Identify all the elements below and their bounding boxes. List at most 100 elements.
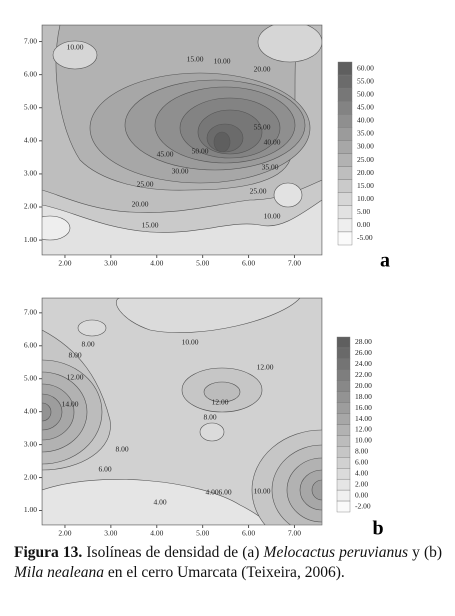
x-tick-label: 5.00 <box>196 529 209 538</box>
contour-label: 12.00 <box>257 363 274 372</box>
y-tick-label: 5.00 <box>24 373 37 382</box>
colorbar-label: 8.00 <box>355 447 368 456</box>
colorbar-swatch <box>336 446 351 458</box>
contour-label: 12.00 <box>67 373 84 382</box>
caption-text: y (b) <box>407 544 443 561</box>
colorbar-swatch <box>336 413 351 425</box>
colorbar-label: 15.00 <box>357 181 374 190</box>
x-tick-label: 6.00 <box>242 259 255 268</box>
colorbar-swatch <box>336 468 351 480</box>
figure: 2.00 3.00 4.00 5.00 6.00 7.00 1.00 2.00 3.00 4.00… <box>24 24 390 540</box>
colorbar-label: 2.00 <box>355 479 368 488</box>
colorbar-label: -5.00 <box>357 233 373 242</box>
contour-band <box>199 422 225 442</box>
contour-label: 6.00 <box>218 488 231 497</box>
colorbar-label: 24.00 <box>355 359 372 368</box>
colorbar-swatch <box>337 74 353 89</box>
y-tick-label: 3.00 <box>24 169 37 178</box>
colorbar-swatch <box>336 500 351 513</box>
x-tick-label: 2.00 <box>58 259 71 268</box>
colorbar-swatch <box>337 205 353 220</box>
y-tick-label: 2.00 <box>24 472 37 481</box>
colorbar-swatch <box>336 369 351 381</box>
y-tick-label: 1.00 <box>24 505 37 514</box>
contour-band <box>52 40 98 70</box>
contour-label: 25.00 <box>137 180 154 189</box>
contour-label: 6.00 <box>98 465 111 474</box>
contour-label: 25.00 <box>250 187 267 196</box>
contour-label: 15.00 <box>187 55 204 64</box>
contour-band <box>213 131 231 153</box>
x-tick-label: 5.00 <box>196 259 209 268</box>
contour-field <box>42 25 322 255</box>
colorbar-label: 40.00 <box>357 116 374 125</box>
colorbar-label: 50.00 <box>357 89 374 98</box>
contour-band <box>42 402 52 422</box>
colorbar-swatch <box>337 153 353 167</box>
colorbar-swatch <box>336 457 351 469</box>
contour-band <box>42 393 63 431</box>
x-tick-label: 2.00 <box>58 529 71 538</box>
contour-label: 8.00 <box>115 445 128 454</box>
colorbar-label: 28.00 <box>355 337 372 346</box>
contour-band <box>42 298 322 525</box>
colorbar-label: 4.00 <box>355 468 368 477</box>
colorbar-swatch <box>337 218 353 233</box>
x-tick-label: 3.00 <box>104 529 117 538</box>
contour-label: 8.00 <box>203 413 216 422</box>
colorbar-label: 30.00 <box>357 142 374 151</box>
x-tick-label: 7.00 <box>288 529 301 538</box>
colorbar-swatch <box>336 402 351 414</box>
caption-species: Melocactus peruvianus <box>263 544 408 561</box>
caption-text: Isolíneas de densidad de (a) <box>86 544 264 561</box>
y-tick-label: 2.00 <box>24 202 37 211</box>
colorbar-swatch <box>337 192 353 206</box>
contour-label: 4.00 <box>153 498 166 507</box>
colorbar-label: 0.00 <box>357 220 370 229</box>
contour-label: 40.00 <box>264 138 281 147</box>
contour-label: 35.00 <box>262 163 279 172</box>
contour-label: 14.00 <box>62 400 79 409</box>
y-tick-label: 7.00 <box>24 308 37 317</box>
y-tick-label: 3.00 <box>24 439 37 448</box>
colorbar-swatch <box>336 435 351 447</box>
colorbar-swatch <box>336 380 351 392</box>
colorbar-label: 20.00 <box>357 168 374 177</box>
y-tick-label: 4.00 <box>24 136 37 145</box>
contour-label: 45.00 <box>157 150 174 159</box>
colorbar-label: 25.00 <box>357 155 374 164</box>
contour-field <box>42 298 322 525</box>
y-tick-label: 6.00 <box>24 340 37 349</box>
contour-label: 12.00 <box>212 398 229 407</box>
colorbar-label: 0.00 <box>355 490 368 499</box>
caption-species: Mila nealeana <box>14 564 104 581</box>
y-tick-label: 7.00 <box>24 36 37 45</box>
caption-label: Figura 13. <box>14 544 83 561</box>
colorbar-swatch <box>337 127 353 141</box>
contour-band <box>203 381 241 403</box>
panel-label: b <box>372 518 383 540</box>
colorbar-label: 26.00 <box>355 348 372 357</box>
colorbar-label: 12.00 <box>355 425 372 434</box>
colorbar-swatch <box>337 61 353 76</box>
contour-label: 20.00 <box>254 65 271 74</box>
colorbar-swatch <box>336 358 351 371</box>
caption-text: en el cerro Umarcata (Teixeira, 2006). <box>103 564 345 581</box>
contour-label: 8.00 <box>81 340 94 349</box>
y-tick-label: 5.00 <box>24 102 37 111</box>
y-tick-label: 4.00 <box>24 406 37 415</box>
contour-label: 10.00 <box>214 57 231 66</box>
colorbar-label: -2.00 <box>355 501 371 510</box>
contour-band <box>311 479 322 501</box>
colorbar-swatch <box>336 478 351 491</box>
colorbar-label: 60.00 <box>357 63 374 72</box>
x-tick-label: 4.00 <box>150 529 163 538</box>
colorbar-label: 55.00 <box>357 76 374 85</box>
colorbar-label: 18.00 <box>355 392 372 401</box>
y-tick-label: 1.00 <box>24 235 37 244</box>
plot-frame <box>41 24 323 256</box>
colorbar-swatch <box>336 424 351 436</box>
colorbar-swatch <box>336 347 351 360</box>
colorbar-label: 35.00 <box>357 129 374 138</box>
